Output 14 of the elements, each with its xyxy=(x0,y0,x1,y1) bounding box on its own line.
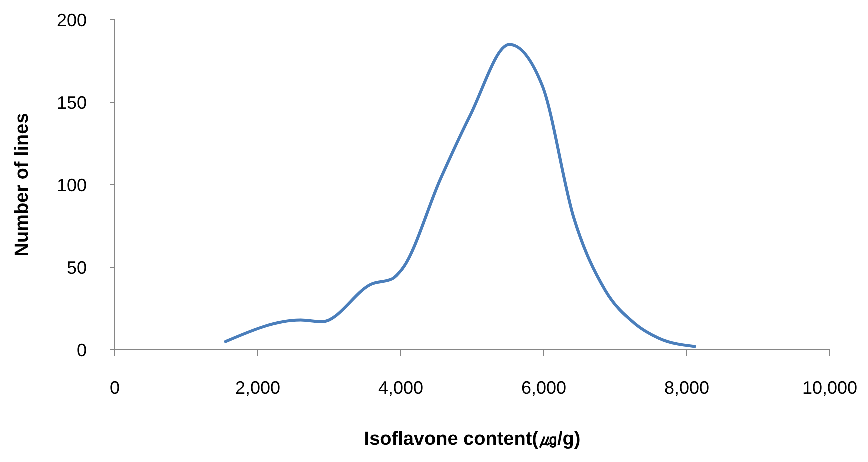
y-tick-label: 150 xyxy=(56,92,87,113)
y-tick-label: 50 xyxy=(66,258,87,278)
y-tick-label: 0 xyxy=(76,340,87,360)
x-tick-label: 10,000 xyxy=(802,378,858,398)
x-tick-label: 0 xyxy=(110,378,120,398)
x-tick-label: 4,000 xyxy=(378,378,424,398)
x-tick-label: 8,000 xyxy=(664,378,710,398)
y-tick-label: 100 xyxy=(56,175,87,196)
line-series xyxy=(224,43,696,348)
y-tick-label: 200 xyxy=(56,10,87,30)
x-tick-label: 6,000 xyxy=(521,378,567,398)
y-axis-title: Number of lines xyxy=(12,113,33,257)
x-tick-label: 2,000 xyxy=(235,378,281,398)
x-axis-title: Isoflavone content(㎍/g) xyxy=(364,429,581,450)
